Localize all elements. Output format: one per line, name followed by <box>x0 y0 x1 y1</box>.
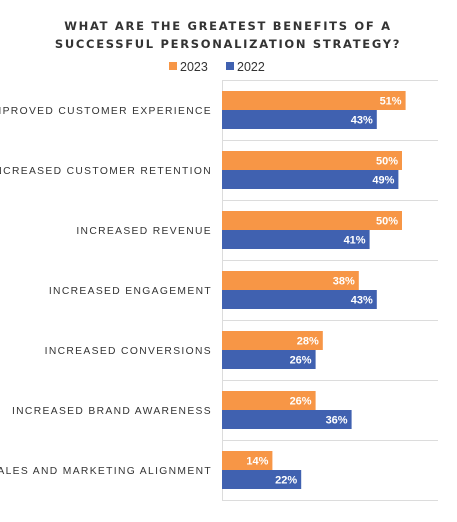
bars: 51% 43% 50% 49% 50% 41% 38% 43% 28% 26% 26% 36% 14% 2… <box>222 91 406 489</box>
bar-2022-1 <box>222 110 377 129</box>
category-label: INCREASED CUSTOMER RETENTION <box>0 166 212 177</box>
bar-2022-2 <box>222 170 399 189</box>
bar-2023-7 <box>222 451 273 470</box>
bar-2023-2 <box>222 151 402 170</box>
bar-2023-4 <box>222 271 359 290</box>
bar-2022-3 <box>222 230 370 249</box>
bar-value-label: 22% <box>275 475 297 487</box>
bar-value-label: 51% <box>380 96 402 108</box>
category-label: INCREASED BRAND AWARENESS <box>12 406 212 417</box>
legend: 2023 2022 <box>169 60 265 74</box>
category-label: INCREASED REVENUE <box>76 226 212 237</box>
bar-value-label: 49% <box>372 175 394 187</box>
bar-value-label: 43% <box>351 295 373 307</box>
bar-value-label: 41% <box>344 235 366 247</box>
bar-2022-7 <box>222 470 302 489</box>
bar-value-label: 28% <box>297 336 319 348</box>
category-label: INCREASED CONVERSIONS <box>45 346 212 357</box>
category-labels: IMPROVED CUSTOMER EXPERIENCE INCREASED CU… <box>0 106 212 477</box>
bar-2023-3 <box>222 211 402 230</box>
legend-swatch-2023 <box>169 62 177 70</box>
bar-value-label: 14% <box>246 456 268 468</box>
bar-2022-5 <box>222 350 316 369</box>
category-label: IMPROVED CUSTOMER EXPERIENCE <box>0 106 212 117</box>
legend-label-2023: 2023 <box>180 60 208 74</box>
bar-value-label: 26% <box>290 396 312 408</box>
legend-swatch-2022 <box>226 62 234 70</box>
bar-value-label: 43% <box>351 115 373 127</box>
bar-2022-4 <box>222 290 377 309</box>
legend-label-2022: 2022 <box>237 60 265 74</box>
bar-value-label: 50% <box>376 156 398 168</box>
bar-value-label: 38% <box>333 276 355 288</box>
category-label: INCREASED ENGAGEMENT <box>49 286 212 297</box>
bar-2022-6 <box>222 410 352 429</box>
chart-title-line-2: SUCCESSFUL PERSONALIZATION STRATEGY? <box>55 37 401 51</box>
bar-2023-1 <box>222 91 406 110</box>
chart-title-line-1: WHAT ARE THE GREATEST BENEFITS OF A <box>64 19 392 33</box>
bar-2023-6 <box>222 391 316 410</box>
bar-value-label: 26% <box>290 355 312 367</box>
bar-value-label: 50% <box>376 216 398 228</box>
bar-2023-5 <box>222 331 323 350</box>
category-label: SALES AND MARKETING ALIGNMENT <box>0 466 212 477</box>
bar-value-label: 36% <box>326 415 348 427</box>
